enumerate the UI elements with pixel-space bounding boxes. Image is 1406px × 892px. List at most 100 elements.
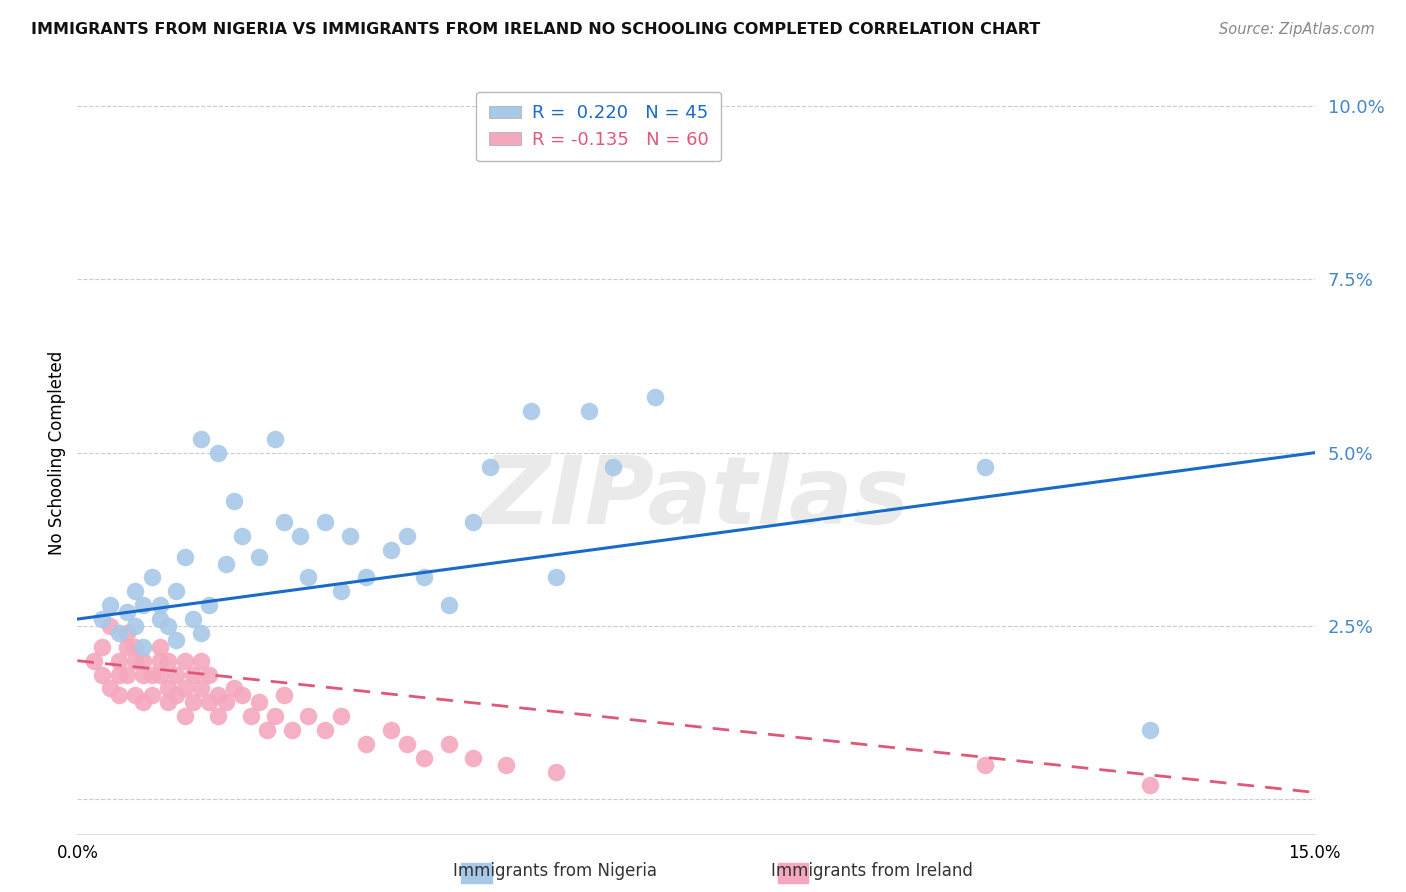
Point bbox=[544, 570, 567, 584]
Point bbox=[239, 709, 262, 723]
Point bbox=[264, 432, 287, 446]
Text: Immigrants from Nigeria: Immigrants from Nigeria bbox=[453, 863, 658, 880]
Point bbox=[198, 598, 221, 612]
Point bbox=[1139, 779, 1161, 793]
Point bbox=[207, 445, 229, 459]
Point bbox=[124, 584, 146, 599]
Point bbox=[107, 667, 129, 681]
Point bbox=[149, 598, 172, 612]
Point bbox=[644, 390, 666, 404]
Point bbox=[98, 619, 121, 633]
Point bbox=[190, 681, 212, 696]
Text: IMMIGRANTS FROM NIGERIA VS IMMIGRANTS FROM IRELAND NO SCHOOLING COMPLETED CORREL: IMMIGRANTS FROM NIGERIA VS IMMIGRANTS FR… bbox=[31, 22, 1040, 37]
Point bbox=[495, 757, 517, 772]
Point bbox=[339, 529, 361, 543]
Point bbox=[132, 667, 155, 681]
Point bbox=[115, 626, 138, 640]
Point bbox=[149, 667, 172, 681]
Point bbox=[396, 529, 419, 543]
Point bbox=[181, 667, 204, 681]
Point bbox=[437, 737, 460, 751]
Point bbox=[124, 654, 146, 668]
Point bbox=[463, 750, 485, 764]
Point bbox=[165, 667, 187, 681]
Point bbox=[578, 404, 600, 418]
Point bbox=[215, 557, 238, 571]
Point bbox=[149, 654, 172, 668]
Point bbox=[149, 640, 172, 654]
Point bbox=[141, 667, 163, 681]
Point bbox=[173, 709, 195, 723]
Point bbox=[181, 612, 204, 626]
Point bbox=[247, 549, 270, 564]
Point bbox=[520, 404, 543, 418]
Point bbox=[107, 689, 129, 703]
Point bbox=[124, 640, 146, 654]
Point bbox=[281, 723, 304, 737]
Point bbox=[91, 640, 114, 654]
Point bbox=[396, 737, 419, 751]
Point bbox=[198, 695, 221, 709]
Point bbox=[544, 764, 567, 779]
Point bbox=[273, 515, 295, 529]
Point bbox=[973, 757, 995, 772]
Point bbox=[173, 681, 195, 696]
Legend: R =  0.220   N = 45, R = -0.135   N = 60: R = 0.220 N = 45, R = -0.135 N = 60 bbox=[477, 92, 721, 161]
Point bbox=[181, 695, 204, 709]
Point bbox=[231, 689, 253, 703]
Text: Source: ZipAtlas.com: Source: ZipAtlas.com bbox=[1219, 22, 1375, 37]
Point bbox=[314, 515, 336, 529]
Point bbox=[157, 654, 180, 668]
Point bbox=[207, 689, 229, 703]
Point bbox=[91, 612, 114, 626]
Point bbox=[215, 695, 238, 709]
Point bbox=[173, 654, 195, 668]
Point bbox=[297, 709, 319, 723]
Point bbox=[190, 626, 212, 640]
Point bbox=[132, 654, 155, 668]
Y-axis label: No Schooling Completed: No Schooling Completed bbox=[48, 351, 66, 555]
Point bbox=[132, 598, 155, 612]
Point bbox=[412, 570, 434, 584]
Point bbox=[115, 667, 138, 681]
Point bbox=[1139, 723, 1161, 737]
Point bbox=[165, 689, 187, 703]
Point bbox=[91, 667, 114, 681]
Point bbox=[314, 723, 336, 737]
Point bbox=[83, 654, 105, 668]
Point bbox=[198, 667, 221, 681]
Point bbox=[330, 709, 353, 723]
Point bbox=[124, 689, 146, 703]
Point bbox=[330, 584, 353, 599]
Text: ZIPatlas: ZIPatlas bbox=[482, 452, 910, 544]
Point bbox=[231, 529, 253, 543]
Point bbox=[190, 432, 212, 446]
Point bbox=[354, 737, 377, 751]
Point bbox=[222, 494, 245, 508]
Point bbox=[463, 515, 485, 529]
Point bbox=[157, 681, 180, 696]
Point bbox=[412, 750, 434, 764]
Point bbox=[157, 695, 180, 709]
Point bbox=[478, 459, 501, 474]
Point bbox=[165, 632, 187, 647]
Point bbox=[115, 640, 138, 654]
Point bbox=[115, 605, 138, 619]
Point bbox=[157, 619, 180, 633]
Point bbox=[132, 695, 155, 709]
Point bbox=[141, 689, 163, 703]
Point bbox=[437, 598, 460, 612]
Point bbox=[288, 529, 311, 543]
Point bbox=[107, 654, 129, 668]
Point bbox=[273, 689, 295, 703]
Point bbox=[354, 570, 377, 584]
Point bbox=[247, 695, 270, 709]
Point bbox=[222, 681, 245, 696]
Text: Immigrants from Ireland: Immigrants from Ireland bbox=[770, 863, 973, 880]
Point bbox=[132, 640, 155, 654]
Point bbox=[380, 542, 402, 557]
Point bbox=[173, 549, 195, 564]
Point bbox=[380, 723, 402, 737]
Point bbox=[124, 619, 146, 633]
Point bbox=[256, 723, 278, 737]
